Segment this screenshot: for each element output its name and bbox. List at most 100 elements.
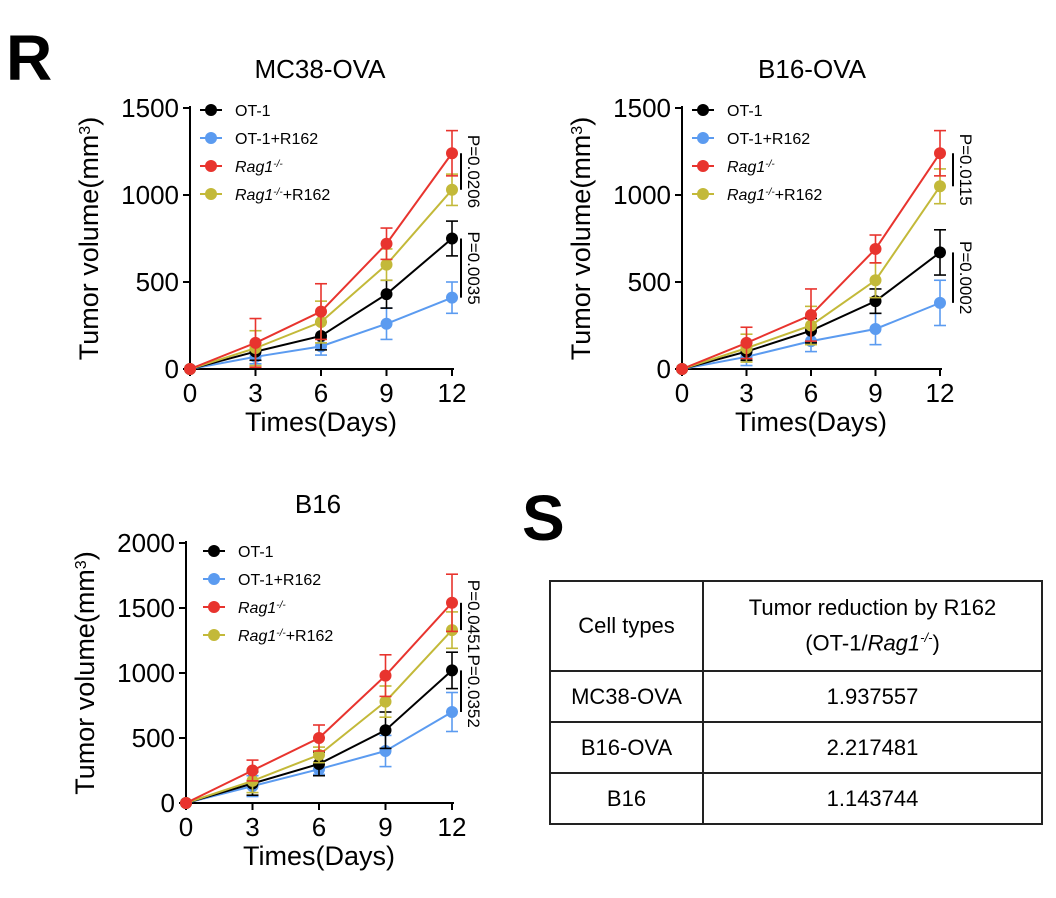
y-tick-label: 1000 bbox=[117, 658, 175, 688]
chart-mc38-ova: MC38-OVA 0 500 1000 1500 0 3 6 9 12 Times(Days) Tum… bbox=[74, 54, 483, 437]
data-point bbox=[249, 336, 262, 349]
tumor-reduction-table: Cell types Tumor reduction by R162 (OT-1… bbox=[549, 580, 1043, 825]
x-tick-label: 9 bbox=[379, 378, 393, 408]
x-axis-label: Times(Days) bbox=[735, 407, 887, 437]
panel-letter-r: R bbox=[6, 22, 53, 94]
legend-entry-ot1: OT-1 bbox=[692, 103, 763, 120]
header-line2-sup: -/- bbox=[920, 630, 933, 646]
data-point bbox=[380, 237, 393, 250]
legend-entry-ot1r: OT-1+R162 bbox=[200, 131, 318, 148]
legend-label: OT-1+R162 bbox=[238, 572, 321, 589]
data-point bbox=[446, 291, 458, 304]
x-axis-label: Times(Days) bbox=[243, 841, 395, 871]
data-point bbox=[446, 183, 458, 196]
y-tick-label: 1500 bbox=[121, 93, 179, 123]
table-cell-type: B16-OVA bbox=[549, 721, 704, 774]
data-point bbox=[380, 317, 393, 330]
header-line2-italic: Rag1 bbox=[867, 630, 921, 656]
table-row: MC38-OVA 1.937557 bbox=[549, 670, 1043, 723]
legend-marker bbox=[208, 601, 220, 613]
legend-marker bbox=[205, 188, 217, 200]
x-tick-label: 12 bbox=[438, 812, 467, 842]
data-point bbox=[934, 296, 946, 309]
x-tick-label: 3 bbox=[739, 378, 753, 408]
series-rag1 bbox=[184, 129, 458, 375]
legend-marker bbox=[205, 160, 217, 172]
data-point bbox=[315, 305, 327, 318]
table-cell-type: B16 bbox=[549, 772, 704, 825]
legend-marker bbox=[697, 104, 709, 116]
series-line bbox=[185, 629, 453, 804]
series-rag1 bbox=[180, 573, 458, 809]
chart-b16-ova: B16-OVA 0 500 1000 1500 0 3 6 9 12 Times(Days) Tumo… bbox=[566, 54, 975, 437]
chart-title: B16-OVA bbox=[758, 54, 867, 84]
data-point bbox=[934, 147, 946, 160]
table-row: B16-OVA 2.217481 bbox=[549, 721, 1043, 774]
legend-label: OT-1 bbox=[727, 103, 763, 120]
legend-entry-ragr: Rag1-/-+R162 bbox=[692, 187, 822, 205]
header-cell-types: Cell types bbox=[549, 580, 704, 672]
header-tumor-reduction-line1: Tumor reduction by R162 bbox=[748, 595, 997, 621]
pvalue-label: P=0.0451 bbox=[464, 580, 483, 653]
legend-entry-rag: Rag1-/- bbox=[692, 159, 775, 177]
legend-label: Rag1-/- bbox=[235, 159, 283, 177]
data-point bbox=[805, 309, 817, 322]
legend-entry-ragr: Rag1-/-+R162 bbox=[203, 628, 333, 645]
table-cell-value: 1.143744 bbox=[702, 772, 1043, 825]
data-point bbox=[740, 336, 753, 349]
data-point bbox=[446, 596, 458, 609]
data-point bbox=[446, 147, 458, 160]
chart-b16: B16 0 500 1000 1500 2000 0 3 6 9 12 Times(Days) Tumo… bbox=[70, 489, 483, 871]
legend-entry-ot1: OT-1 bbox=[200, 103, 271, 120]
data-point bbox=[180, 797, 192, 809]
x-tick-label: 3 bbox=[245, 812, 259, 842]
legend-entry-ot1: OT-1 bbox=[203, 544, 274, 561]
legend-marker bbox=[697, 188, 709, 200]
y-tick-label: 1500 bbox=[613, 93, 671, 123]
legend-marker bbox=[697, 160, 709, 172]
pvalue-label: P=0.0115 bbox=[956, 134, 975, 206]
data-point bbox=[313, 748, 325, 761]
legend-label: Rag1-/- bbox=[727, 159, 775, 177]
x-tick-label: 3 bbox=[248, 378, 262, 408]
data-point bbox=[379, 695, 392, 708]
x-tick-label: 0 bbox=[183, 378, 197, 408]
data-point bbox=[379, 724, 392, 737]
x-axis-label: Times(Days) bbox=[245, 407, 397, 437]
x-tick-label: 0 bbox=[179, 812, 193, 842]
chart-title: MC38-OVA bbox=[255, 54, 387, 84]
header-line2-prefix: (OT-1/ bbox=[805, 630, 868, 656]
legend-label: OT-1+R162 bbox=[727, 131, 810, 148]
legend-marker bbox=[697, 132, 709, 144]
y-tick-label: 0 bbox=[165, 354, 179, 384]
legend-entry-rag: Rag1-/- bbox=[200, 159, 283, 177]
data-point bbox=[446, 232, 458, 245]
legend-entry-rag: Rag1-/- bbox=[203, 600, 286, 617]
legend-marker bbox=[205, 132, 217, 144]
y-tick-label: 1000 bbox=[121, 180, 179, 210]
data-point bbox=[869, 274, 882, 287]
y-tick-label: 500 bbox=[136, 267, 179, 297]
legend-marker bbox=[208, 573, 220, 585]
legend-label: OT-1+R162 bbox=[235, 131, 318, 148]
data-point bbox=[676, 363, 688, 375]
y-tick-label: 1000 bbox=[613, 180, 671, 210]
header-line2-suffix: ) bbox=[932, 630, 940, 656]
legend-label: Rag1-/-+R162 bbox=[727, 187, 822, 205]
pvalue-label: P=0.0352 bbox=[464, 655, 483, 728]
y-axis-label: Tumor volume(mm3) bbox=[74, 117, 104, 360]
data-point bbox=[379, 669, 392, 682]
legend-entry-ot1r: OT-1+R162 bbox=[203, 572, 321, 589]
data-point bbox=[869, 322, 882, 335]
table-cell-value: 2.217481 bbox=[702, 721, 1043, 774]
table-header-row: Cell types Tumor reduction by R162 (OT-1… bbox=[549, 580, 1043, 672]
pvalue-label: P=0.0002 bbox=[956, 241, 975, 314]
x-tick-label: 6 bbox=[314, 378, 328, 408]
legend-marker bbox=[208, 545, 220, 557]
data-point bbox=[313, 758, 325, 770]
x-tick-label: 9 bbox=[868, 378, 882, 408]
table-cell-type: MC38-OVA bbox=[549, 670, 704, 723]
legend-label: OT-1 bbox=[235, 103, 271, 120]
x-tick-label: 6 bbox=[804, 378, 818, 408]
x-tick-label: 12 bbox=[926, 378, 955, 408]
